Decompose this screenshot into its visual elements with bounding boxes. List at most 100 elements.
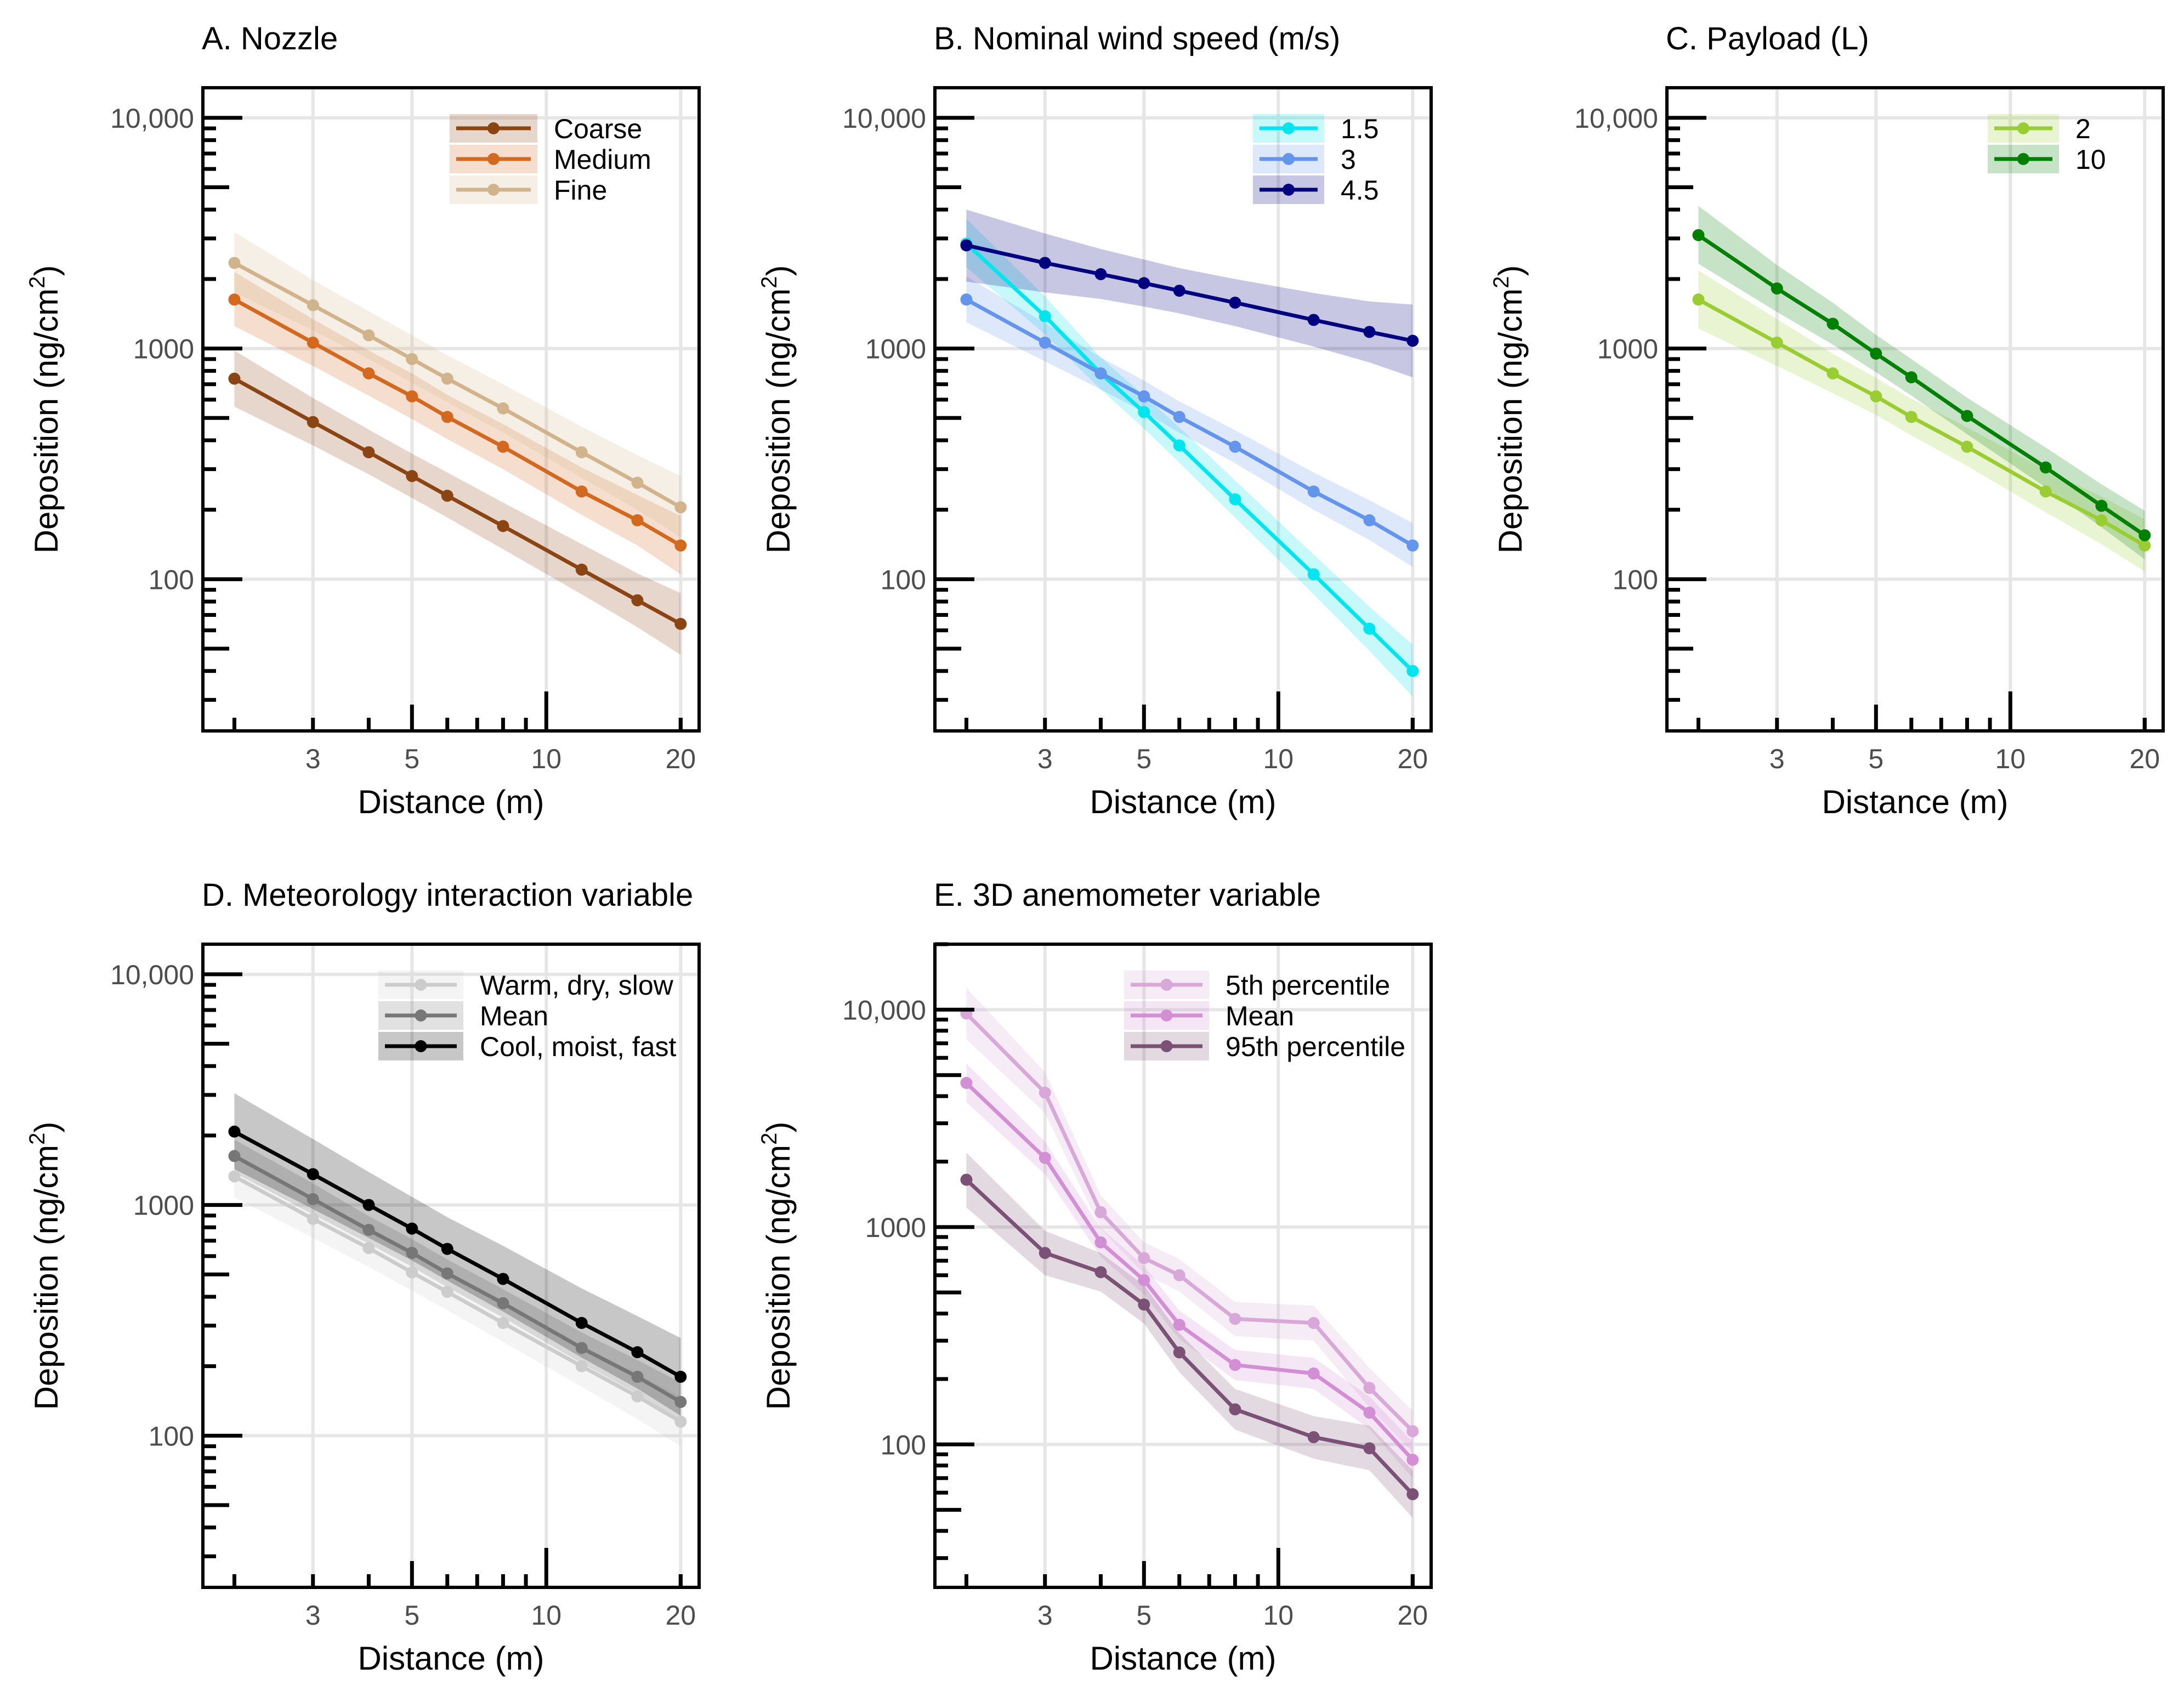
data-point: [228, 293, 241, 306]
x-axis-title: Distance (m): [358, 784, 544, 820]
data-point: [575, 563, 588, 576]
data-point: [1870, 347, 1882, 360]
series-line: [233, 1130, 682, 1378]
data-point: [1961, 440, 1973, 453]
x-axis-title: Distance (m): [358, 1640, 544, 1677]
data-point: [1406, 1454, 1419, 1466]
y-axis-title-superscript: 2: [1489, 276, 1513, 288]
data-point: [1039, 1086, 1051, 1099]
y-axis-title-close: ): [1492, 265, 1529, 276]
data-point: [631, 594, 644, 606]
data-point: [307, 299, 319, 311]
data-point: [960, 239, 973, 252]
data-point: [307, 336, 319, 349]
x-tick-label: 20: [665, 744, 696, 774]
x-tick-label: 20: [665, 1600, 696, 1631]
data-point: [1406, 665, 1419, 677]
data-point: [1173, 1269, 1185, 1281]
legend-label: Mean: [1226, 1001, 1294, 1031]
data-point: [362, 329, 375, 342]
data-point: [575, 485, 588, 498]
data-point: [1229, 440, 1241, 453]
data-point: [575, 1360, 588, 1372]
x-tick-label: 10: [1995, 744, 2026, 774]
y-axis-title: Deposition (ng/cm2): [1489, 265, 1529, 554]
y-axis-title-main: Deposition (ng/cm: [760, 288, 797, 554]
data-point: [1094, 367, 1107, 379]
data-point: [307, 1168, 319, 1181]
x-tick-label: 5: [404, 744, 419, 774]
data-point: [2095, 500, 2108, 512]
data-point: [1406, 1488, 1419, 1501]
data-point: [1406, 539, 1419, 552]
data-point: [1406, 1425, 1419, 1438]
data-point: [1229, 493, 1241, 506]
data-point: [1173, 1319, 1185, 1331]
data-point: [1905, 371, 1918, 384]
data-point: [575, 1342, 588, 1354]
legend-key-point: [1283, 153, 1295, 165]
data-point: [631, 1370, 644, 1383]
y-axis-title-superscript: 2: [25, 1133, 49, 1145]
data-point: [1094, 1236, 1107, 1249]
legend-label: 3: [1341, 144, 1356, 175]
data-point: [307, 416, 319, 428]
series-line: [233, 261, 682, 509]
data-point: [2095, 514, 2108, 526]
legend-label: 5th percentile: [1226, 970, 1390, 1001]
data-point: [674, 539, 687, 552]
plot-frame: [201, 86, 701, 733]
data-point: [1363, 1406, 1376, 1419]
y-axis-title-close: ): [760, 1122, 797, 1133]
y-axis-title: Deposition (ng/cm2): [25, 1122, 65, 1410]
y-axis-title-superscript: 2: [757, 276, 781, 288]
x-tick-label: 3: [1769, 744, 1785, 774]
legend-label: 10: [2075, 144, 2106, 175]
data-point: [1039, 257, 1051, 269]
data-point: [228, 1125, 241, 1138]
plot-frame: [933, 86, 1433, 733]
legend-key-point: [487, 184, 500, 196]
data-point: [307, 1193, 319, 1205]
legend-key-point: [1160, 979, 1173, 991]
data-point: [575, 446, 588, 458]
y-axis-title-main: Deposition (ng/cm: [1492, 288, 1529, 554]
data-point: [1307, 1431, 1320, 1444]
data-point: [2039, 485, 2052, 498]
y-tick-label: 10,000: [110, 103, 194, 134]
y-tick-label: 10,000: [842, 103, 926, 134]
y-tick-label: 100: [149, 564, 194, 595]
legend-label: Medium: [554, 144, 651, 175]
x-tick-label: 5: [1136, 744, 1151, 774]
data-point: [497, 1297, 509, 1309]
x-tick-label: 10: [531, 744, 562, 774]
x-tick-label: 5: [1136, 1600, 1151, 1631]
panel-b-wind-speed: B. Nominal wind speed (m/s) 3 5 10 20 100 1000…: [757, 21, 1433, 820]
data-point: [2138, 539, 2151, 552]
panel-title: A. Nozzle: [202, 21, 338, 56]
data-point: [1363, 622, 1376, 635]
data-point: [1138, 1274, 1150, 1286]
data-point: [441, 490, 453, 502]
legend-key-point: [415, 1009, 427, 1022]
data-point: [1094, 1206, 1107, 1218]
panel-e-anemometer: E. 3D anemometer variable 3 5 10 20 100 1000 10…: [757, 877, 1433, 1677]
data-point: [441, 372, 453, 385]
panel-c-payload: C. Payload (L) 3 5 10 20 100 1000 10,000 Distanc…: [1489, 21, 2165, 820]
data-point: [575, 1317, 588, 1329]
legend-label: Coarse: [554, 114, 642, 144]
y-tick-label: 100: [1613, 564, 1658, 595]
data-point: [406, 1222, 418, 1235]
data-point: [960, 1173, 973, 1186]
data-point: [631, 514, 644, 526]
x-tick-label: 3: [1037, 1600, 1053, 1631]
x-tick-label: 20: [2129, 744, 2160, 774]
y-tick-label: 1000: [1597, 334, 1658, 365]
data-point: [441, 1267, 453, 1280]
data-point: [1173, 285, 1185, 297]
panel-title: D. Meteorology interaction variable: [202, 877, 693, 913]
x-tick-label: 5: [1868, 744, 1884, 774]
y-axis-title: Deposition (ng/cm2): [757, 1122, 797, 1410]
legend-key-point: [1160, 1040, 1173, 1052]
data-point: [1039, 1151, 1051, 1164]
